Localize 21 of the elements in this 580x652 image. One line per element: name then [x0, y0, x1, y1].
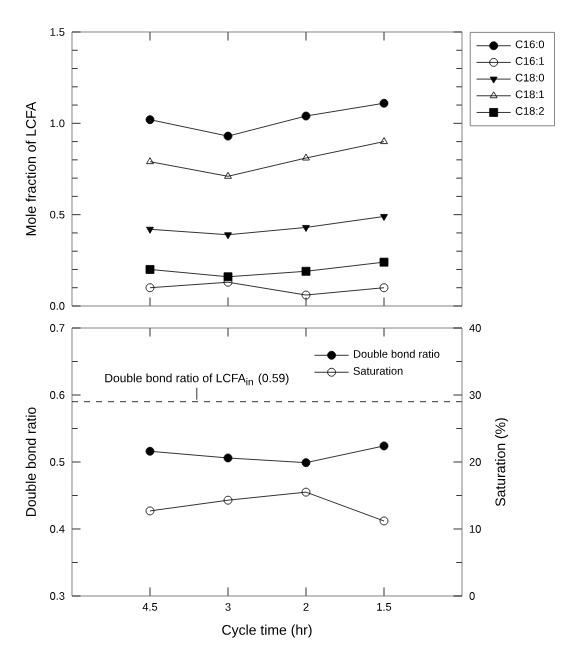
point: [145, 265, 155, 274]
point: [301, 290, 311, 300]
point: [302, 225, 310, 232]
point: [379, 257, 389, 267]
point: [301, 111, 311, 121]
point: [223, 495, 233, 505]
point: [379, 441, 389, 451]
point: [145, 115, 155, 125]
point: [223, 453, 233, 463]
point: [223, 272, 233, 282]
point: [223, 131, 233, 141]
point: [380, 214, 388, 221]
point: [379, 98, 389, 108]
point: [224, 232, 232, 240]
point: [146, 226, 154, 234]
point: [301, 458, 311, 468]
point: [145, 446, 155, 456]
point: [302, 153, 310, 161]
point: [224, 171, 232, 179]
point: [301, 266, 311, 276]
point: [301, 487, 311, 497]
